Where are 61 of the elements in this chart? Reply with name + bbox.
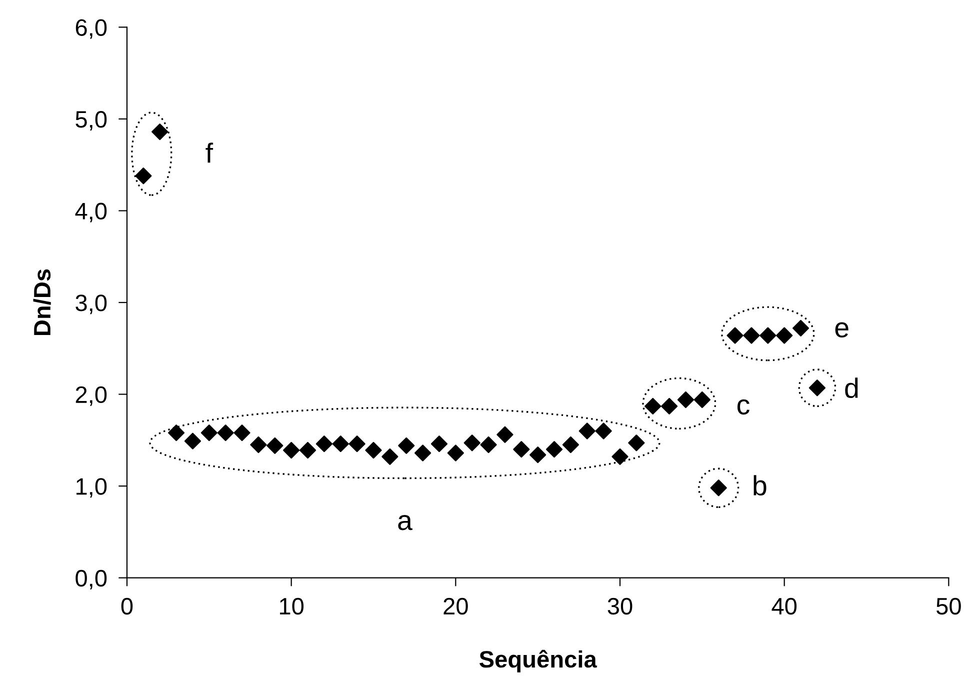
point xyxy=(776,327,793,344)
point xyxy=(382,448,398,465)
point xyxy=(398,437,415,454)
point xyxy=(480,436,497,454)
y-tick-label: 2,0 xyxy=(76,386,107,406)
point xyxy=(200,424,218,442)
y-tick-label: 3,0 xyxy=(76,294,107,314)
point xyxy=(546,441,563,458)
point xyxy=(332,436,349,452)
point xyxy=(792,320,810,336)
point xyxy=(595,422,612,440)
point xyxy=(250,436,267,454)
point xyxy=(513,441,530,458)
point xyxy=(743,327,760,344)
annotation: a xyxy=(398,514,412,530)
point xyxy=(644,398,662,414)
point xyxy=(414,444,432,462)
y-tick-label: 6,0 xyxy=(76,19,107,39)
point xyxy=(348,436,366,452)
point xyxy=(234,424,250,442)
point xyxy=(430,436,448,452)
x-tick-label: 30 xyxy=(608,598,632,615)
point xyxy=(612,448,628,465)
annotation: b xyxy=(754,475,766,496)
x-tick-label: 50 xyxy=(936,598,961,615)
annotation: e xyxy=(835,322,848,338)
point xyxy=(135,168,152,184)
point xyxy=(726,327,744,344)
x-tick-label: 10 xyxy=(280,598,304,615)
point xyxy=(217,424,234,442)
point xyxy=(316,436,332,452)
y-tick-label: 0,0 xyxy=(76,570,107,590)
y-tick-label: 5,0 xyxy=(76,111,107,131)
point xyxy=(447,444,464,462)
x-tick-label: 40 xyxy=(772,598,797,615)
point xyxy=(578,422,596,440)
point xyxy=(562,436,579,454)
point xyxy=(628,434,645,452)
point xyxy=(283,442,300,459)
y-axis-title: Dn/Ds xyxy=(33,269,51,336)
x-tick-label: 20 xyxy=(444,598,468,615)
point xyxy=(660,398,678,414)
point xyxy=(299,442,316,459)
point xyxy=(677,391,694,408)
point xyxy=(266,437,284,454)
point xyxy=(168,424,185,442)
point xyxy=(760,327,776,344)
annotation: c xyxy=(737,399,750,415)
annotation: f xyxy=(206,142,214,163)
point xyxy=(184,432,202,450)
y-tick-label: 4,0 xyxy=(75,202,107,222)
point xyxy=(496,426,514,443)
point xyxy=(365,442,382,459)
point xyxy=(694,391,710,408)
x-tick-label: 0 xyxy=(121,598,133,615)
point xyxy=(464,434,480,452)
point xyxy=(152,124,168,140)
x-axis-title: Sequência xyxy=(479,650,598,672)
point xyxy=(530,446,546,464)
y-tick-label: 1,0 xyxy=(76,478,107,498)
annotation: d xyxy=(845,378,858,398)
